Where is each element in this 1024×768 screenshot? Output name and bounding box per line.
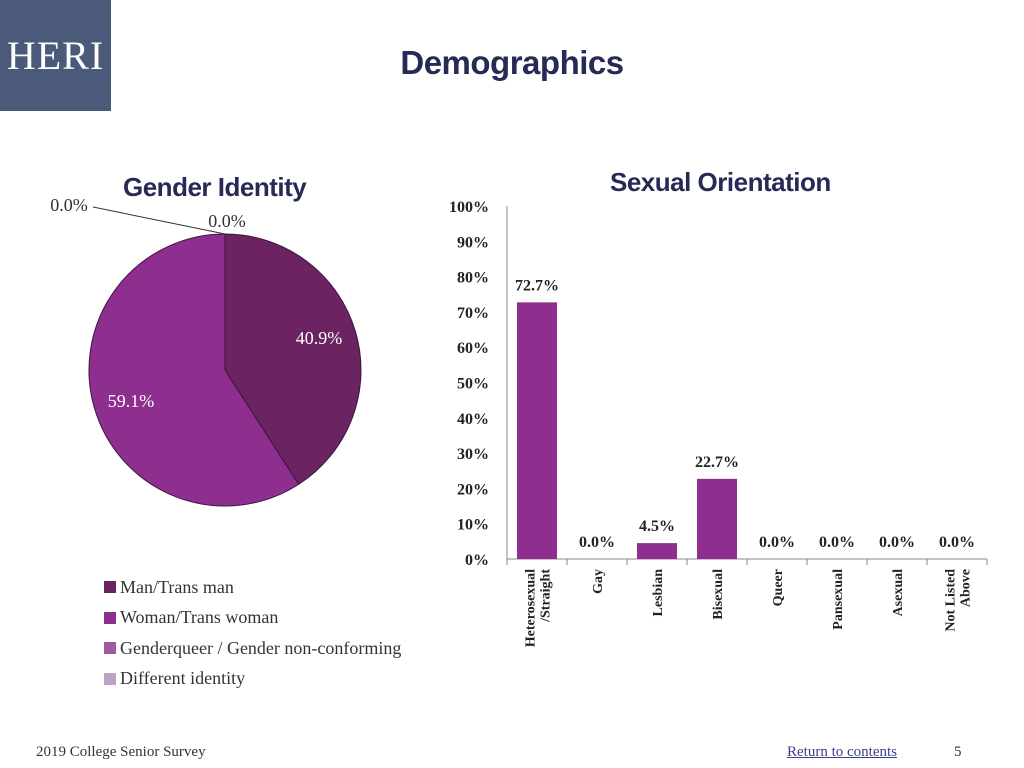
x-tick-label-line: Pansexual — [831, 569, 846, 630]
legend-label: Genderqueer / Gender non-conforming — [120, 637, 402, 658]
bar-chart-title: Sexual Orientation — [610, 167, 831, 197]
x-tick-label-line: Not Listed — [944, 569, 959, 632]
x-tick-label-line: Heterosexual — [524, 569, 539, 647]
x-tick-label-line: Lesbian — [651, 569, 666, 617]
x-tick-label-line: Bisexual — [711, 569, 726, 620]
heri-logo: HERI — [0, 0, 111, 111]
legend-item: Man/Trans man — [104, 572, 401, 603]
bar-data-label: 0.0% — [879, 534, 915, 551]
x-tick-label-line: /Straight — [539, 569, 554, 623]
y-tick-label: 70% — [457, 305, 489, 322]
y-tick-label: 0% — [465, 552, 489, 569]
x-tick-label: Gay — [591, 569, 606, 594]
x-tick-label-line: Above — [959, 569, 974, 607]
x-tick-label: Pansexual — [831, 569, 846, 630]
pie-chart-title: Gender Identity — [123, 172, 307, 202]
pie-data-label: 40.9% — [296, 328, 343, 348]
bar-data-label: 0.0% — [819, 534, 855, 551]
legend-swatch — [104, 642, 116, 655]
legend-item: Woman/Trans woman — [104, 603, 401, 634]
y-tick-label: 60% — [457, 340, 489, 357]
pie-data-label: 59.1% — [108, 391, 155, 411]
bar-data-label: 72.7% — [515, 277, 559, 294]
legend-swatch — [104, 581, 116, 594]
return-to-contents-link[interactable]: Return to contents — [787, 744, 897, 760]
x-tick-label-line: Asexual — [891, 569, 906, 617]
page-number: 5 — [954, 744, 962, 760]
x-tick-label-line: Queer — [771, 569, 786, 606]
bar-data-label: 0.0% — [759, 534, 795, 551]
y-tick-label: 10% — [457, 517, 489, 534]
bar — [517, 302, 557, 559]
pie-data-label: 0.0% — [50, 195, 88, 215]
legend-label: Different identity — [120, 668, 246, 689]
y-tick-label: 20% — [457, 481, 489, 498]
pie-data-label: 0.0% — [208, 211, 246, 231]
x-tick-label: Not ListedAbove — [944, 569, 974, 632]
y-tick-label: 30% — [457, 446, 489, 463]
legend-label: Woman/Trans woman — [120, 607, 279, 628]
x-tick-label: Queer — [771, 569, 786, 606]
bar — [637, 543, 677, 559]
y-tick-label: 80% — [457, 270, 489, 287]
legend-item: Genderqueer / Gender non-conforming — [104, 633, 401, 664]
pie-leader-line — [92, 206, 226, 235]
x-tick-label: Asexual — [891, 569, 906, 617]
bar-data-label: 4.5% — [639, 518, 675, 535]
x-tick-label: Heterosexual/Straight — [524, 569, 554, 648]
x-tick-label: Bisexual — [711, 569, 726, 620]
bar-data-label: 22.7% — [695, 454, 739, 471]
legend-swatch — [104, 672, 116, 685]
y-tick-label: 90% — [457, 234, 489, 251]
survey-name: 2019 College Senior Survey — [36, 744, 206, 760]
bar — [697, 478, 737, 559]
legend-swatch — [104, 611, 116, 624]
bar-data-label: 0.0% — [939, 534, 975, 551]
pie-slice — [224, 233, 362, 486]
y-tick-label: 50% — [457, 376, 489, 393]
y-tick-label: 100% — [449, 199, 489, 216]
page-title: Demographics — [400, 44, 624, 81]
x-tick-label-line: Gay — [591, 569, 606, 594]
pie-legend: Man/Trans man Woman/Trans woman Genderqu… — [104, 572, 401, 694]
legend-item: Different identity — [104, 664, 401, 695]
pie-slice — [88, 233, 300, 507]
y-tick-label: 40% — [457, 411, 489, 428]
legend-label: Man/Trans man — [120, 576, 234, 597]
bar-data-label: 0.0% — [579, 534, 615, 551]
x-tick-label: Lesbian — [651, 569, 666, 617]
